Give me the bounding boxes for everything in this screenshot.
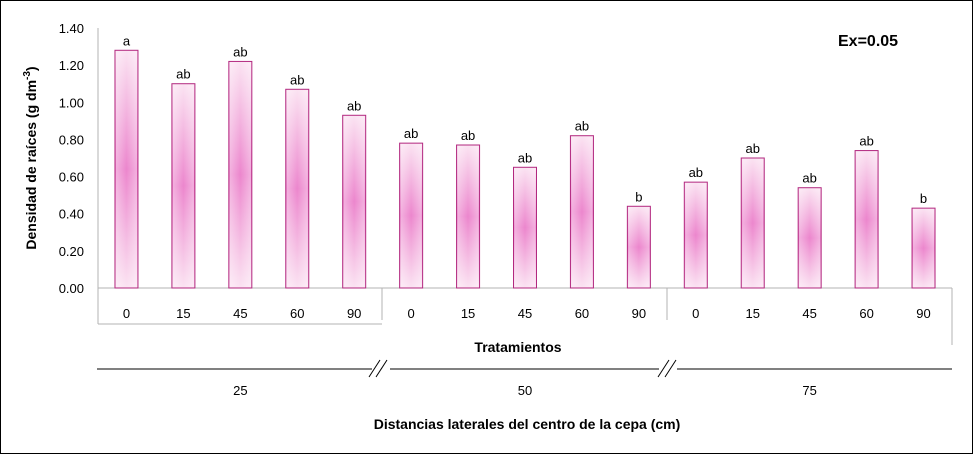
x-tick-label: 15	[461, 306, 475, 321]
group-label: 75	[802, 383, 816, 398]
x-tick-label: 60	[859, 306, 873, 321]
bar-highlight	[913, 209, 935, 287]
bar-highlight	[628, 207, 650, 287]
bar-highlight	[457, 146, 479, 287]
y-tick-label: 0.60	[59, 170, 84, 185]
group-label: 50	[518, 383, 532, 398]
data-label: ab	[518, 150, 532, 165]
x-tick-label: 45	[802, 306, 816, 321]
group-label: 25	[233, 383, 247, 398]
y-tick-label: 1.40	[59, 21, 84, 36]
bar-highlight	[343, 116, 365, 288]
data-label: ab	[347, 98, 361, 113]
data-label: ab	[290, 72, 304, 87]
x-tick-label: 45	[233, 306, 247, 321]
y-axis-label-main: Densidad de raíces (g dm	[23, 80, 39, 250]
data-label: ab	[689, 165, 703, 180]
y-tick-label: 0.40	[59, 207, 84, 222]
bar-highlight	[856, 151, 878, 287]
data-label: ab	[745, 141, 759, 156]
x-tick-label: 90	[632, 306, 646, 321]
bar-highlight	[742, 159, 764, 287]
x-tick-label: 0	[123, 306, 130, 321]
data-label: ab	[575, 119, 589, 134]
y-axis-label: Densidad de raíces (g dm-3)	[22, 66, 39, 249]
x-tick-label: 60	[575, 306, 589, 321]
x-tick-label: 15	[176, 306, 190, 321]
axis-break-mark	[657, 359, 677, 378]
x-tick-label: 0	[692, 306, 699, 321]
bar-highlight	[172, 84, 194, 287]
y-tick-label: 1.20	[59, 58, 84, 73]
bar-highlight	[799, 188, 821, 287]
data-label: ab	[461, 128, 475, 143]
x-tick-label: 90	[916, 306, 930, 321]
y-tick-label: 0.00	[59, 281, 84, 296]
group-axis	[97, 359, 952, 378]
group-axis-label: Distancias laterales del centro de la ce…	[374, 416, 681, 432]
data-label: a	[123, 33, 131, 48]
bar-highlight	[685, 183, 707, 287]
data-label: ab	[802, 171, 816, 186]
x-tick-label: 60	[290, 306, 304, 321]
data-label: b	[920, 191, 927, 206]
data-label: ab	[859, 134, 873, 149]
axis-break-mark	[368, 359, 388, 378]
x-tick-label: 90	[347, 306, 361, 321]
bar-highlight	[514, 168, 536, 287]
x-tick-label: 15	[745, 306, 759, 321]
data-label: b	[635, 189, 642, 204]
y-axis-label-close: )	[23, 66, 39, 71]
data-label: ab	[233, 44, 247, 59]
bar-highlight	[400, 144, 422, 287]
significance-annotation: Ex=0.05	[838, 33, 898, 50]
x-axis-label: Tratamientos	[474, 339, 561, 355]
data-label: ab	[176, 67, 190, 82]
y-tick-label: 0.80	[59, 132, 84, 147]
y-axis-label-superscript: -3	[22, 71, 33, 80]
bar-highlight	[571, 136, 593, 287]
bar-highlight	[286, 90, 308, 288]
data-label: ab	[404, 126, 418, 141]
x-tick-label: 0	[408, 306, 415, 321]
x-tick-label: 45	[518, 306, 532, 321]
category-table	[97, 288, 953, 345]
bar-highlight	[229, 62, 251, 287]
bar-highlight	[115, 51, 137, 288]
y-tick-label: 0.20	[59, 244, 84, 259]
y-tick-label: 1.00	[59, 95, 84, 110]
